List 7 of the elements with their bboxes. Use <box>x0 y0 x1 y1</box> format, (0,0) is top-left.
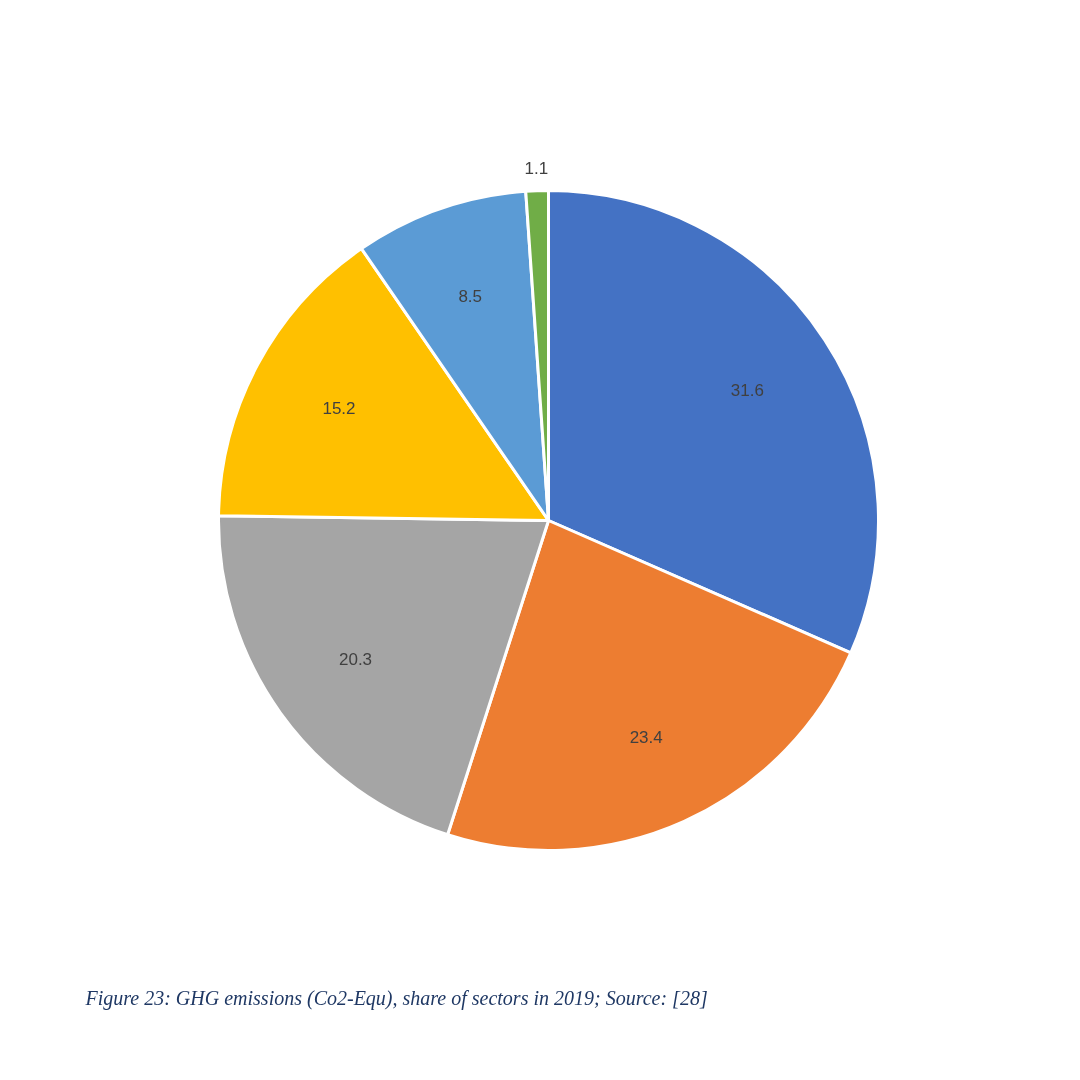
data-label: 23.4 <box>629 728 663 748</box>
data-label: 8.5 <box>458 287 483 307</box>
data-label: 31.6 <box>730 381 764 401</box>
data-label: 1.1 <box>524 158 549 178</box>
data-label: 15.2 <box>322 399 356 419</box>
caption: Figure 23: GHG emissions (Co2-Equ), share of sectors in 2019; Source: [28] <box>84 986 708 1010</box>
data-label: 20.3 <box>338 650 373 670</box>
